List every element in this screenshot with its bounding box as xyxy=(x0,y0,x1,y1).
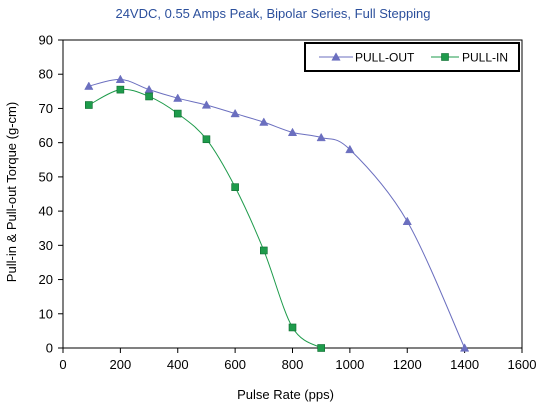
legend-label-pull-in: PULL-IN xyxy=(462,51,508,65)
x-tick-label: 1600 xyxy=(508,357,537,372)
legend-marker-pull-in xyxy=(441,53,449,61)
y-tick-label: 30 xyxy=(39,238,53,253)
x-axis-title: Pulse Rate (pps) xyxy=(237,387,334,402)
data-point-pull-out xyxy=(144,84,154,94)
x-tick-label: 600 xyxy=(224,357,246,372)
x-tick-label: 1000 xyxy=(335,357,364,372)
y-tick-label: 70 xyxy=(39,101,53,116)
data-point-pull-in xyxy=(231,183,239,191)
data-point-pull-out xyxy=(287,127,298,137)
y-axis-title: Pull-in & Pull-out Torque (g-cm) xyxy=(4,102,19,282)
data-point-pull-in xyxy=(202,135,211,144)
data-point-pull-in xyxy=(288,323,297,332)
chart-title: 24VDC, 0.55 Amps Peak, Bipolar Series, F… xyxy=(115,6,431,21)
x-tick-label: 1400 xyxy=(450,357,479,372)
y-tick-label: 20 xyxy=(39,272,53,287)
x-tick-label: 200 xyxy=(110,357,132,372)
data-point-pull-in xyxy=(173,109,182,118)
y-tick-label: 80 xyxy=(39,67,53,82)
data-point-pull-out xyxy=(402,216,412,225)
data-point-pull-out xyxy=(230,108,240,118)
data-point-pull-out xyxy=(345,144,355,154)
x-tick-label: 0 xyxy=(59,357,66,372)
y-tick-label: 60 xyxy=(39,135,53,150)
data-point-pull-out xyxy=(316,132,326,142)
data-point-pull-in xyxy=(145,92,153,101)
y-tick-label: 90 xyxy=(39,33,53,48)
data-point-pull-out xyxy=(460,343,470,352)
x-tick-label: 800 xyxy=(282,357,304,372)
data-point-pull-out xyxy=(115,74,125,83)
data-point-pull-out xyxy=(201,100,212,109)
y-tick-label: 10 xyxy=(39,306,53,321)
y-tick-label: 50 xyxy=(39,169,53,184)
data-point-pull-in xyxy=(85,101,93,109)
x-tick-label: 400 xyxy=(167,357,189,372)
data-point-pull-in xyxy=(260,246,268,255)
y-tick-label: 40 xyxy=(39,204,53,219)
data-point-pull-in xyxy=(317,344,325,352)
plot-frame xyxy=(62,39,523,349)
data-point-pull-in xyxy=(116,85,125,94)
data-point-pull-out xyxy=(173,93,183,102)
legend-label-pull-out: PULL-OUT xyxy=(355,51,415,65)
legend-marker-pull-out xyxy=(331,52,341,61)
series-line-pull-out xyxy=(88,78,466,349)
x-tick-label: 1200 xyxy=(393,357,422,372)
data-point-pull-out xyxy=(259,117,269,126)
series-line-pull-in xyxy=(88,88,322,349)
data-point-pull-out xyxy=(84,81,94,90)
y-tick-label: 0 xyxy=(46,341,53,356)
